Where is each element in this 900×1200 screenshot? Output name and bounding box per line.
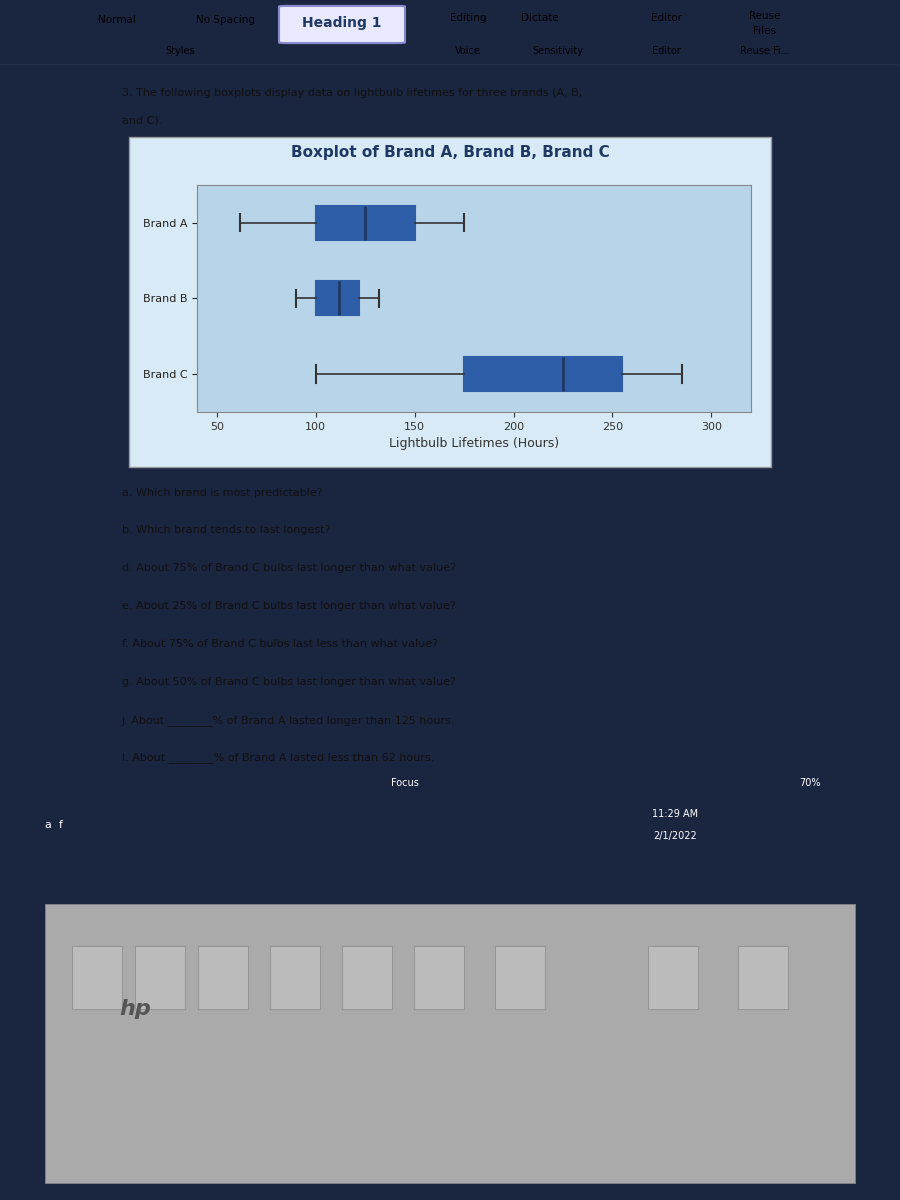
Bar xyxy=(270,946,320,1008)
Text: Sensitivity: Sensitivity xyxy=(533,46,583,56)
Bar xyxy=(198,946,248,1008)
Text: l. About ________% of Brand A lasted less than 62 hours.: l. About ________% of Brand A lasted les… xyxy=(122,752,434,763)
Text: No Spacing: No Spacing xyxy=(195,14,255,24)
Bar xyxy=(648,946,698,1008)
Text: d. About 75% of Brand C bulbs last longer than what value?: d. About 75% of Brand C bulbs last longe… xyxy=(122,563,455,574)
Text: e. About 25% of Brand C bulbs last longer than what value?: e. About 25% of Brand C bulbs last longe… xyxy=(122,601,455,611)
Bar xyxy=(342,946,392,1008)
Text: Editing: Editing xyxy=(450,13,486,23)
Text: b. Which brand tends to last longest?: b. Which brand tends to last longest? xyxy=(122,526,330,535)
Text: Boxplot of Brand A, Brand B, Brand C: Boxplot of Brand A, Brand B, Brand C xyxy=(291,145,609,160)
Text: 2/1/2022: 2/1/2022 xyxy=(653,830,697,841)
Text: 3. The following boxplots display data on lightbulb lifetimes for three brands (: 3. The following boxplots display data o… xyxy=(122,89,582,98)
Text: Normal: Normal xyxy=(98,14,136,24)
Text: a  f: a f xyxy=(45,820,63,830)
Bar xyxy=(135,946,184,1008)
Text: Editor: Editor xyxy=(652,46,680,56)
Text: j. About ________% of Brand A lasted longer than 125 hours.: j. About ________% of Brand A lasted lon… xyxy=(122,715,455,726)
Text: 11:29 AM: 11:29 AM xyxy=(652,809,698,820)
PathPatch shape xyxy=(316,281,359,316)
Bar xyxy=(45,905,855,1183)
Bar xyxy=(495,946,544,1008)
PathPatch shape xyxy=(464,356,622,391)
Bar xyxy=(738,946,788,1008)
Text: Heading 1: Heading 1 xyxy=(302,16,382,30)
Text: g. About 50% of Brand C bulbs last longer than what value?: g. About 50% of Brand C bulbs last longe… xyxy=(122,677,455,686)
Text: Styles: Styles xyxy=(166,46,194,56)
Bar xyxy=(72,946,122,1008)
PathPatch shape xyxy=(316,205,415,240)
Text: Editor: Editor xyxy=(651,13,681,23)
Bar xyxy=(414,946,464,1008)
Bar xyxy=(129,137,771,467)
Text: Reuse: Reuse xyxy=(749,11,781,22)
Text: and C).: and C). xyxy=(122,116,162,126)
Text: Focus: Focus xyxy=(392,778,418,788)
FancyBboxPatch shape xyxy=(279,6,405,43)
Text: Reuse Fi...: Reuse Fi... xyxy=(740,46,790,56)
Text: f. About 75% of Brand C bulbs last less than what value?: f. About 75% of Brand C bulbs last less … xyxy=(122,638,437,649)
Text: Files: Files xyxy=(753,26,777,36)
Text: Voice: Voice xyxy=(455,46,481,56)
Text: 70%: 70% xyxy=(799,778,821,788)
Text: Dictate: Dictate xyxy=(521,13,559,23)
Text: hp: hp xyxy=(119,998,151,1019)
Text: a. Which brand is most predictable?: a. Which brand is most predictable? xyxy=(122,487,322,498)
X-axis label: Lightbulb Lifetimes (Hours): Lightbulb Lifetimes (Hours) xyxy=(389,437,559,450)
